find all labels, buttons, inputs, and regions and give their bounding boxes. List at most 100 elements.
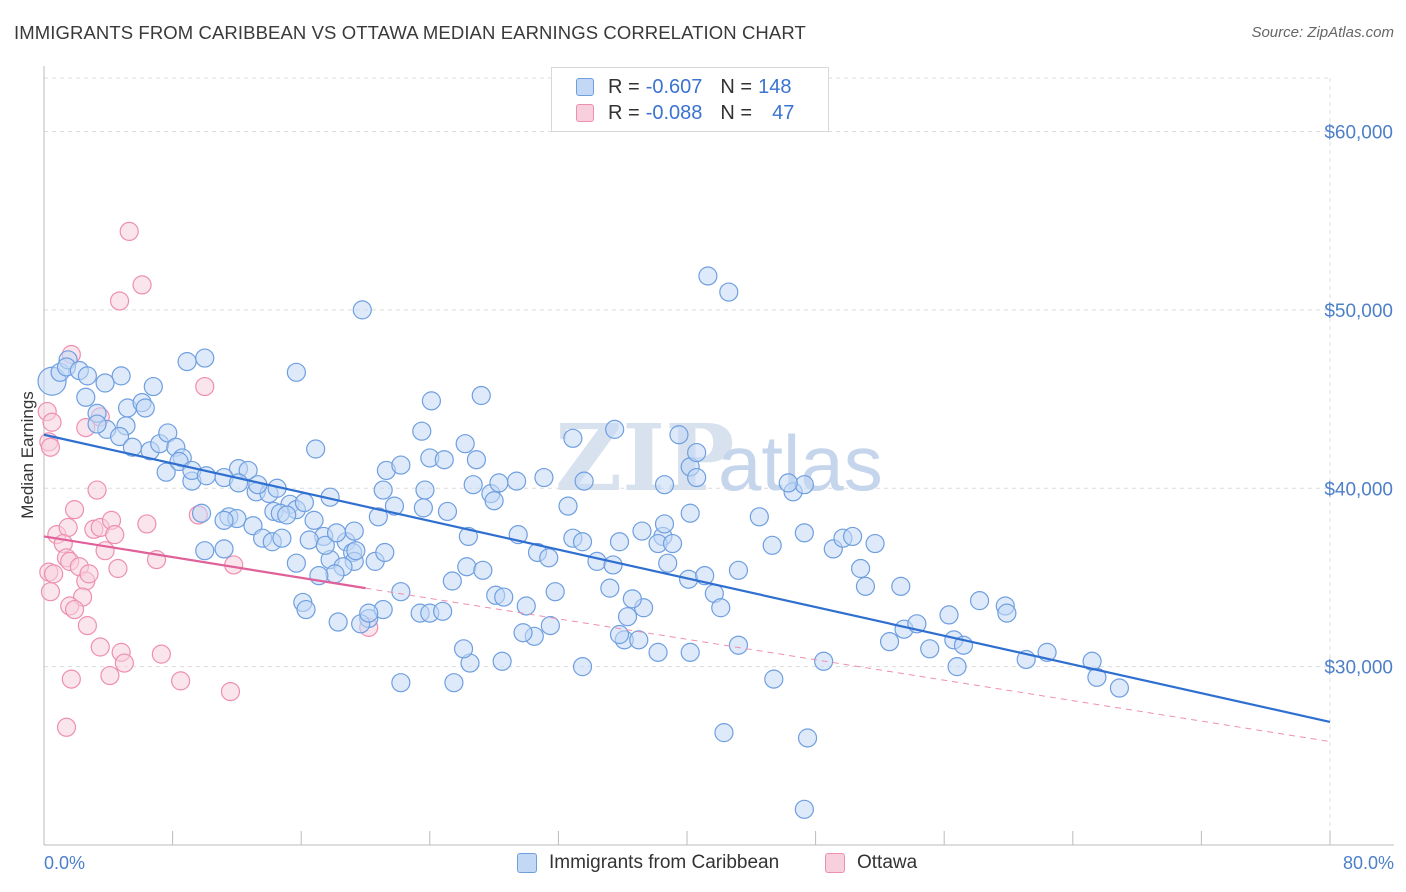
caribbean-point [794,523,814,543]
ottawa-point [108,558,128,579]
caribbean-point [214,539,234,559]
caribbean-point [421,391,442,411]
series-legend-item-caribbean[interactable]: Immigrants from Caribbean [517,852,779,874]
caribbean-point [632,521,652,541]
caribbean-point [177,352,197,372]
caribbean-point [368,507,388,527]
caribbean-point [842,526,863,547]
caribbean-point [749,507,769,527]
legend-row-caribbean: R = -0.607 N = 148 [576,75,791,99]
caribbean-point [920,639,940,659]
legend-r-label: R = [608,101,640,124]
ottawa-point [64,500,85,520]
x-tick-label-max: 80.0% [1343,853,1394,873]
caribbean-point [540,616,560,636]
caribbean-point [77,366,98,386]
caribbean-point [391,582,411,602]
caribbean-point [600,578,620,598]
caribbean-point [143,376,163,397]
ottawa-point [109,291,130,311]
caribbean-point [384,496,405,516]
caribbean-point [891,576,911,596]
caribbean-point [76,387,96,407]
caribbean-point [191,503,212,523]
y-tick-label: $30,000 [1324,658,1393,679]
caribbean-point [158,423,178,443]
caribbean-point [214,510,234,530]
correlation-legend: R = -0.607 N = 148 R = -0.088 N = 47 [551,67,829,132]
caribbean-point [794,799,814,819]
legend-row-ottawa: R = -0.088 N = 47 [576,101,794,125]
trend-line-ottawa-extrapolated [365,587,1331,743]
caribbean-point [939,605,959,625]
caribbean-point [122,437,143,457]
caribbean-point [622,589,642,609]
caribbean-point [851,558,871,579]
caribbean-point [572,532,593,552]
caribbean-point [156,462,176,482]
y-tick-label: $50,000 [1324,301,1393,322]
ottawa-point [220,681,241,702]
caribbean-point [617,607,638,627]
caribbean-point [947,657,967,677]
trend-line-ottawa [43,535,366,590]
caribbean-point [587,551,607,571]
caribbean-point [728,560,749,580]
caribbean-point [865,533,885,554]
caribbean-point [764,669,784,689]
caribbean-point [296,599,316,620]
caribbean-point [315,535,335,555]
caribbean-point [484,491,504,511]
caribbean-point [286,553,306,573]
legend-r-label: R = [608,75,640,98]
caribbean-point [603,555,623,575]
caribbean-point [391,673,411,693]
axes [43,66,1394,846]
ottawa-point [56,717,77,737]
caribbean-point [534,467,554,488]
caribbean-point [95,373,115,393]
caribbean-point [855,576,876,596]
caribbean-point [494,587,514,607]
ottawa-point [171,671,191,691]
caribbean-point [286,362,306,382]
caribbean-point [111,366,131,386]
caribbean-point [391,455,411,475]
caribbean-point [458,526,478,547]
watermark-zip: ZIP [555,404,734,512]
legend-swatch-ottawa [576,104,594,122]
caribbean-point [711,598,731,618]
series-legend-item-ottawa[interactable]: Ottawa [825,852,917,874]
caribbean-point [662,533,683,554]
ottawa-point [105,525,125,545]
caribbean-point [629,630,649,650]
caribbean-point [797,728,818,748]
legend-n-value: 148 [758,75,792,98]
caribbean-point [306,439,326,459]
ottawa-point [58,517,78,538]
caribbean-point [539,548,559,568]
caribbean-point [680,503,700,523]
ottawa-point [100,665,120,686]
caribbean-point [648,642,668,662]
caribbean-point [413,498,433,518]
caribbean-point [375,542,395,563]
y-axis-label: Median Earnings [18,391,37,519]
series-ottawa-points [37,221,379,737]
caribbean-point [294,492,315,513]
ottawa-point [79,564,99,584]
caribbean-point [299,530,319,550]
ottawa-point [87,480,107,500]
x-tick-label-min: 0.0% [44,853,85,873]
caribbean-point [455,434,475,454]
caribbean-point [346,541,366,561]
caribbean-point [669,425,689,445]
legend-swatch-caribbean [576,78,594,96]
caribbean-point [513,623,533,643]
caribbean-point [574,471,594,491]
ottawa-point [61,669,81,689]
caribbean-point [277,505,297,525]
ottawa-point [132,275,152,295]
series-legend-label-ottawa: Ottawa [857,852,918,873]
caribbean-point [572,657,593,677]
